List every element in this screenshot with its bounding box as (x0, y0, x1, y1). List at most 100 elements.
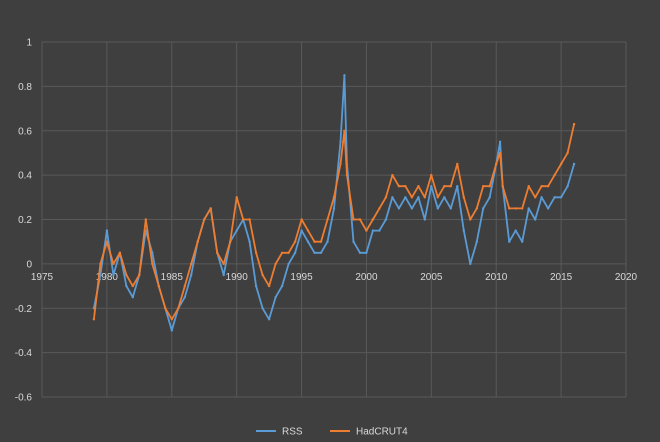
data-point (319, 240, 323, 243)
series-line-rss (93, 74, 575, 332)
data-point (235, 196, 238, 199)
data-point (229, 240, 232, 243)
data-point (397, 185, 401, 188)
data-point (216, 251, 219, 254)
x-tick-label: 1995 (290, 272, 313, 283)
data-point (521, 207, 524, 210)
data-point (391, 196, 394, 199)
y-tick-label: 0.6 (18, 126, 32, 137)
data-point (261, 273, 264, 277)
data-point (248, 240, 251, 243)
data-point (521, 240, 524, 243)
data-point (112, 262, 115, 266)
x-tick-label: 2000 (355, 272, 378, 283)
data-point (151, 262, 154, 266)
data-point (371, 229, 375, 232)
y-tick-label: 0.2 (18, 215, 32, 226)
data-point (534, 218, 537, 221)
data-point (280, 251, 284, 254)
data-point (105, 240, 109, 243)
data-point (553, 173, 556, 177)
data-point (566, 151, 569, 155)
data-point (488, 196, 491, 199)
data-point (462, 229, 465, 232)
data-point (112, 273, 115, 277)
data-point (345, 173, 349, 177)
data-point (553, 196, 556, 199)
data-point (222, 273, 225, 277)
data-point (358, 218, 362, 221)
x-tick-label: 2010 (485, 272, 508, 283)
data-point (196, 240, 199, 243)
data-point (371, 218, 375, 221)
data-point (508, 240, 511, 243)
data-point (306, 240, 310, 243)
data-point (436, 196, 439, 199)
data-point (242, 218, 245, 221)
data-point (293, 240, 297, 243)
data-point (498, 140, 502, 143)
data-point (397, 207, 401, 210)
data-point (339, 162, 342, 166)
data-point (300, 229, 303, 232)
data-point (131, 284, 134, 288)
data-point (254, 251, 258, 254)
data-point (475, 207, 478, 210)
data-point (540, 196, 543, 199)
data-point (313, 251, 316, 254)
data-point (183, 284, 186, 288)
data-point (417, 196, 420, 199)
data-point (170, 318, 173, 321)
y-axis-ticks: -0.6 -0.4 -0.2 0 0.2 0.4 0.6 0.8 1 (15, 38, 33, 404)
data-point (498, 151, 502, 155)
data-point (404, 196, 407, 199)
data-point (151, 251, 154, 254)
x-tick-label: 1990 (226, 272, 249, 283)
data-point (343, 129, 346, 132)
data-point (287, 251, 290, 254)
data-point (343, 74, 346, 77)
data-point (546, 207, 550, 210)
data-point (514, 229, 517, 232)
data-point (501, 185, 504, 188)
data-point (105, 229, 109, 232)
data-point (436, 207, 439, 210)
data-point (190, 262, 193, 266)
data-point (365, 251, 368, 254)
x-axis-ticks: 1975 1980 1985 1990 1995 2000 2005 2010 2015 2020 (31, 272, 638, 283)
data-point (534, 196, 537, 199)
data-point (527, 185, 530, 188)
data-point (293, 251, 297, 254)
data-point (404, 185, 407, 188)
data-point (287, 262, 290, 266)
data-point (358, 251, 362, 254)
data-point (410, 207, 414, 210)
data-point (313, 240, 316, 243)
data-point (482, 185, 485, 188)
data-point (546, 185, 550, 188)
data-point (170, 329, 173, 332)
data-point (449, 185, 452, 188)
data-point (462, 196, 465, 199)
data-point (365, 229, 368, 232)
data-point (339, 140, 342, 143)
data-point (300, 218, 303, 221)
x-tick-label: 1975 (31, 272, 54, 283)
data-point (559, 162, 563, 166)
y-tick-label: 1 (26, 38, 32, 49)
data-point (488, 185, 491, 188)
y-tick-label: -0.4 (15, 348, 33, 359)
data-point (125, 273, 128, 277)
data-point (430, 185, 433, 188)
data-point (267, 284, 271, 288)
x-tick-label: 2005 (420, 272, 443, 283)
data-point (566, 185, 569, 188)
data-point (261, 307, 264, 310)
legend-label-rss: RSS (282, 427, 303, 438)
data-point (449, 207, 452, 210)
data-point (559, 196, 563, 199)
data-point (190, 273, 193, 277)
data-point (475, 240, 478, 243)
y-tick-label: -0.6 (15, 393, 33, 404)
data-point (118, 251, 122, 254)
